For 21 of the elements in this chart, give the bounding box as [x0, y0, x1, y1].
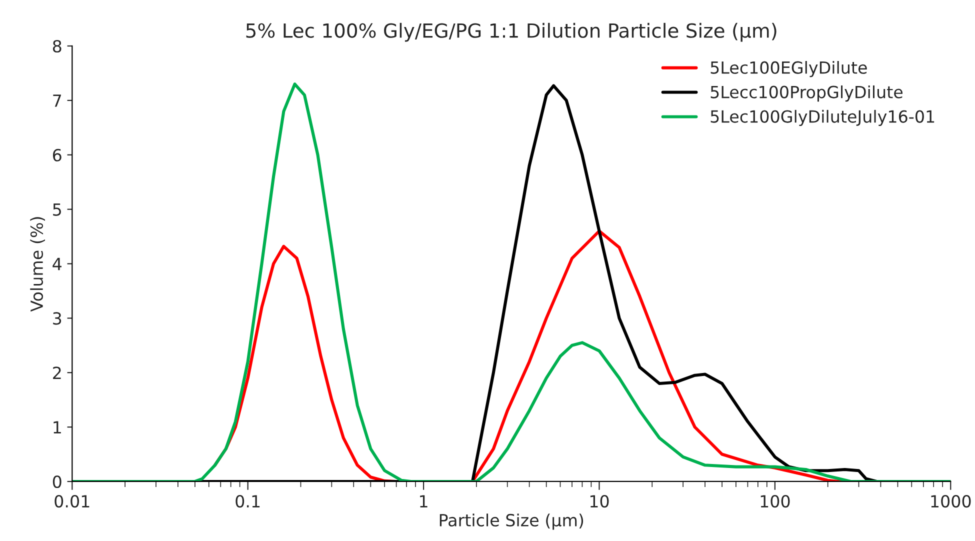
legend-label: 5Lec100EGlyDilute: [710, 60, 867, 78]
x-axis-title: Particle Size (µm): [440, 514, 584, 530]
y-tick-label: 2: [53, 366, 61, 379]
x-tick-label: 100: [760, 494, 790, 508]
legend-label: 5Lecc100PropGlyDilute: [710, 85, 903, 102]
x-tick-label: 1: [420, 495, 428, 508]
y-tick-label: 7: [53, 94, 62, 107]
y-tick-label: 4: [52, 258, 62, 270]
y-tick-label: 0: [52, 475, 62, 488]
chart-title: 5% Lec 100% Gly/EG/PG 1:1 Dilution Particle Size (µm): [246, 22, 776, 42]
x-tick-label: 0.01: [54, 494, 90, 508]
x-tick-label: 10: [590, 494, 609, 508]
y-tick-label: 6: [52, 148, 62, 162]
x-tick-label: 1000: [931, 494, 971, 508]
legend-label: 5Lec100GlyDiluteJuly16-01: [710, 110, 934, 126]
y-axis-title: Volume (%): [30, 217, 45, 312]
y-tick-label: 1: [54, 421, 61, 434]
x-tick-label: 0.1: [236, 494, 260, 508]
y-tick-label: 8: [52, 40, 62, 53]
y-tick-label: 5: [53, 203, 61, 216]
y-tick-label: 3: [53, 312, 62, 325]
